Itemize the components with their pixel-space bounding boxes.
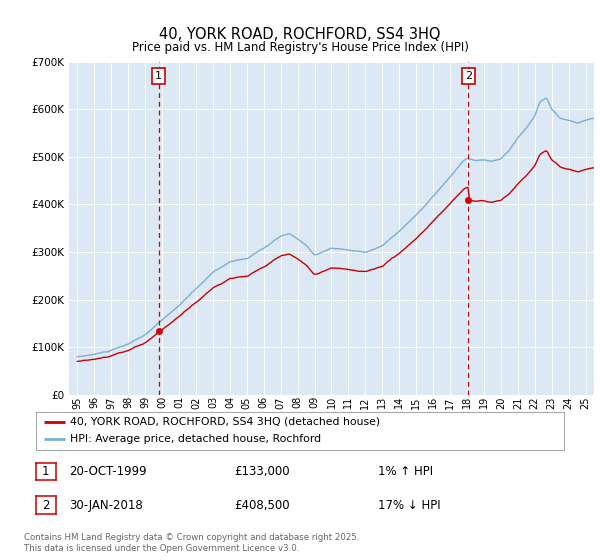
Text: 20-OCT-1999: 20-OCT-1999 bbox=[69, 465, 146, 478]
Text: 2: 2 bbox=[42, 498, 50, 512]
Text: 30-JAN-2018: 30-JAN-2018 bbox=[69, 498, 143, 512]
Text: 40, YORK ROAD, ROCHFORD, SS4 3HQ (detached house): 40, YORK ROAD, ROCHFORD, SS4 3HQ (detach… bbox=[70, 417, 380, 427]
Text: HPI: Average price, detached house, Rochford: HPI: Average price, detached house, Roch… bbox=[70, 435, 322, 445]
Text: 2: 2 bbox=[465, 71, 472, 81]
Text: Contains HM Land Registry data © Crown copyright and database right 2025.
This d: Contains HM Land Registry data © Crown c… bbox=[24, 534, 359, 553]
Text: 17% ↓ HPI: 17% ↓ HPI bbox=[378, 498, 440, 512]
Text: Price paid vs. HM Land Registry's House Price Index (HPI): Price paid vs. HM Land Registry's House … bbox=[131, 40, 469, 54]
Text: 1: 1 bbox=[42, 465, 50, 478]
Text: 1: 1 bbox=[155, 71, 162, 81]
Text: £408,500: £408,500 bbox=[234, 498, 290, 512]
Text: 40, YORK ROAD, ROCHFORD, SS4 3HQ: 40, YORK ROAD, ROCHFORD, SS4 3HQ bbox=[159, 27, 441, 42]
Text: £133,000: £133,000 bbox=[234, 465, 290, 478]
Text: 1% ↑ HPI: 1% ↑ HPI bbox=[378, 465, 433, 478]
